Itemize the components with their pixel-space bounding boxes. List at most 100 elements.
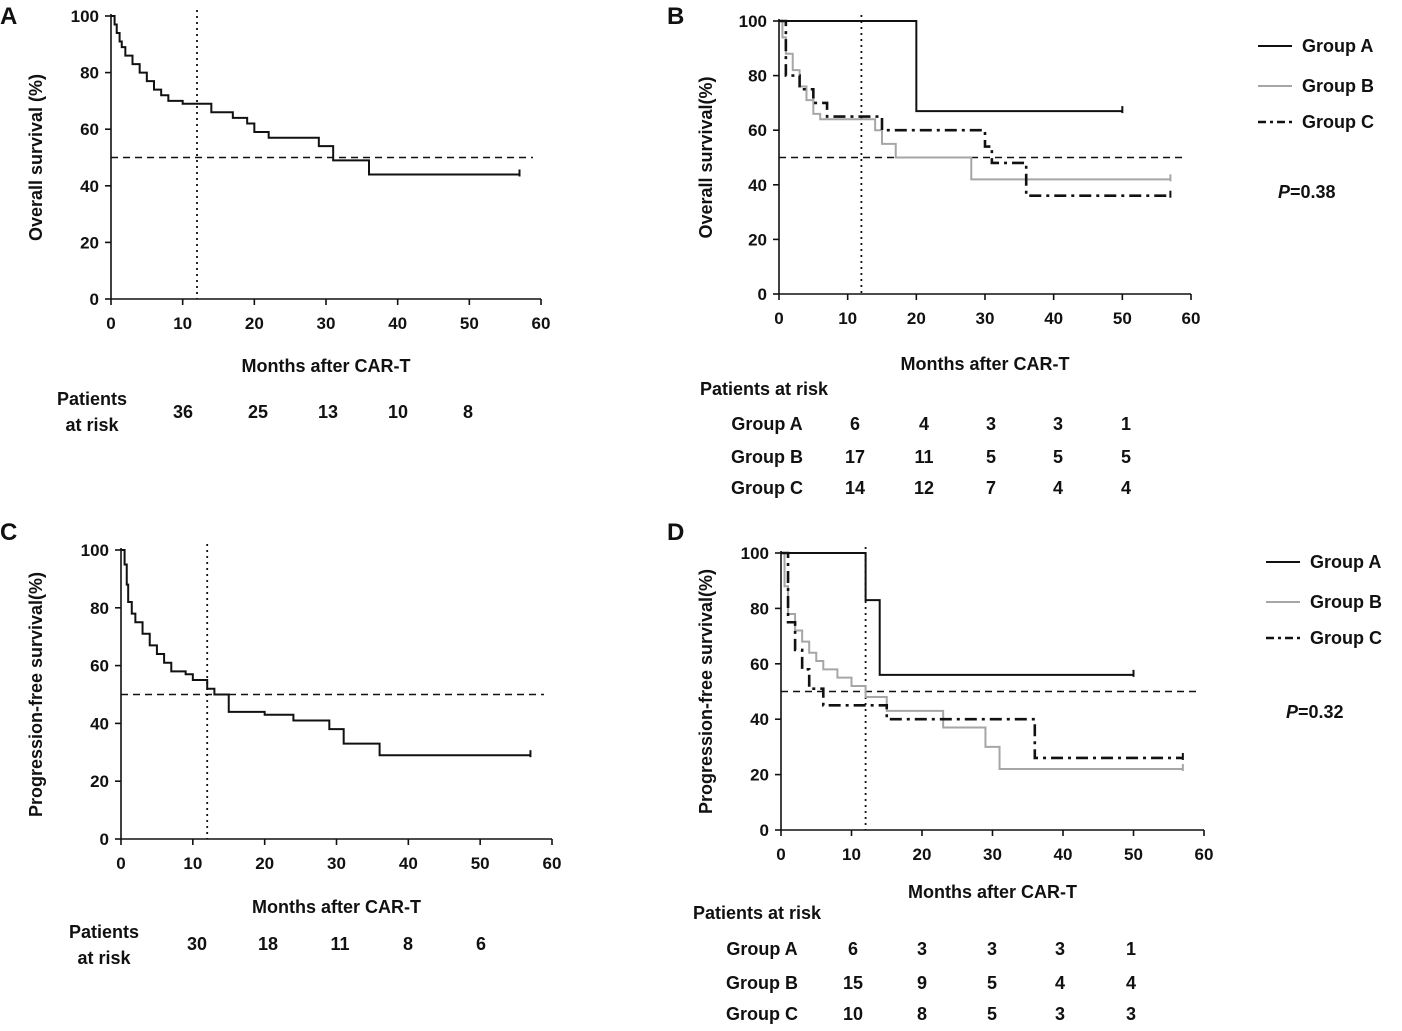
x-tick-label: 10 (842, 845, 861, 864)
risk-count: 3 (1053, 414, 1063, 434)
risk-count: 5 (1053, 447, 1063, 467)
survival-curve-group-a (779, 20, 1123, 113)
p-value: P=0.32 (1286, 702, 1344, 722)
panel-a: A 0 10 20 30 40 50 60 0 20 40 60 80 100 Months after C… (0, 3, 550, 435)
survival-curve (121, 549, 531, 757)
x-tick-label: 60 (1182, 309, 1201, 328)
x-tick-label: 30 (983, 845, 1002, 864)
legend-label: Group A (1302, 36, 1373, 56)
y-tick-label: 20 (748, 230, 767, 249)
legend-label: Group C (1310, 628, 1382, 648)
panel-letter: C (0, 519, 17, 546)
x-tick-label: 30 (976, 309, 995, 328)
risk-count: 11 (914, 447, 933, 467)
panel-d: D 0 10 20 30 40 50 60 0 20 40 60 80 100 Months after C… (667, 519, 1382, 1024)
p-value-symbol: P (1286, 702, 1299, 722)
x-axis-title: Months after CAR-T (901, 354, 1070, 374)
risk-count: 14 (845, 478, 865, 498)
x-tick-label: 0 (774, 309, 783, 328)
survival-curve-group-c (781, 551, 1183, 760)
risk-count: 30 (187, 934, 207, 954)
x-tick-label: 50 (1113, 309, 1132, 328)
risk-count: 4 (1055, 973, 1065, 993)
x-tick-label: 50 (460, 314, 479, 333)
risk-row-label: Group B (726, 973, 798, 993)
risk-count: 1 (1126, 939, 1136, 959)
y-tick-label: 100 (739, 12, 767, 31)
risk-count: 3 (1055, 1004, 1065, 1024)
y-tick-label: 80 (90, 599, 109, 618)
y-tick-label: 40 (90, 714, 109, 733)
risk-table-title: at risk (77, 948, 131, 968)
risk-count: 25 (248, 402, 268, 422)
risk-count: 5 (1121, 447, 1131, 467)
risk-count: 3 (1126, 1004, 1136, 1024)
x-tick-label: 30 (317, 314, 336, 333)
risk-count: 3 (1055, 939, 1065, 959)
panel-letter: B (667, 3, 684, 30)
x-tick-label: 50 (471, 854, 490, 873)
y-tick-label: 0 (100, 830, 109, 849)
risk-count: 3 (986, 414, 996, 434)
p-value: P=0.38 (1278, 182, 1336, 202)
survival-curve-group-b (779, 20, 1171, 181)
y-tick-label: 80 (750, 599, 769, 618)
x-tick-label: 10 (838, 309, 857, 328)
risk-table-title: Patients at risk (700, 379, 829, 399)
risk-count: 8 (403, 934, 413, 954)
risk-count: 9 (917, 973, 927, 993)
risk-row-label: Group C (726, 1004, 798, 1024)
x-tick-label: 10 (183, 854, 202, 873)
x-tick-label: 60 (1195, 845, 1214, 864)
panel-letter: D (667, 519, 684, 546)
risk-count: 4 (1126, 973, 1136, 993)
panel-c: C 0 10 20 30 40 50 60 0 20 40 60 80 100 Months after C… (0, 519, 561, 968)
risk-count: 17 (845, 447, 865, 467)
risk-count: 4 (1053, 478, 1063, 498)
x-axis-title: Months after CAR-T (242, 356, 411, 376)
y-tick-label: 60 (80, 120, 99, 139)
y-tick-label: 20 (90, 772, 109, 791)
y-tick-label: 80 (80, 64, 99, 83)
y-tick-label: 100 (71, 7, 99, 26)
x-axis-title: Months after CAR-T (908, 882, 1077, 902)
y-tick-label: 20 (750, 766, 769, 785)
p-value-number: =0.32 (1298, 702, 1344, 722)
risk-count: 18 (258, 934, 278, 954)
x-tick-label: 40 (1054, 845, 1073, 864)
risk-row-label: Group C (731, 478, 803, 498)
risk-count: 3 (917, 939, 927, 959)
risk-count: 8 (463, 402, 473, 422)
risk-count: 10 (388, 402, 408, 422)
panel-b: B 0 10 20 30 40 50 60 0 20 40 60 80 100 Months after C… (667, 3, 1374, 498)
x-tick-label: 10 (173, 314, 192, 333)
legend-label: Group C (1302, 112, 1374, 132)
survival-curve (111, 15, 520, 176)
risk-count: 8 (917, 1004, 927, 1024)
y-tick-label: 100 (741, 544, 769, 563)
x-tick-label: 40 (1044, 309, 1063, 328)
y-tick-label: 60 (750, 655, 769, 674)
x-tick-label: 20 (255, 854, 274, 873)
x-tick-label: 40 (388, 314, 407, 333)
risk-row-label: Group B (731, 447, 803, 467)
survival-curve-group-a (781, 552, 1134, 676)
x-tick-label: 0 (106, 314, 115, 333)
risk-count: 12 (914, 478, 934, 498)
y-tick-label: 0 (760, 821, 769, 840)
y-tick-label: 40 (748, 176, 767, 195)
y-axis-title: Overall survival(%) (696, 76, 716, 238)
risk-count: 6 (848, 939, 858, 959)
risk-table-title: Patients (57, 389, 127, 409)
survival-curve-group-b (781, 552, 1183, 771)
risk-count: 13 (318, 402, 338, 422)
legend-label: Group A (1310, 552, 1381, 572)
y-tick-label: 20 (80, 233, 99, 252)
y-tick-label: 0 (90, 290, 99, 309)
risk-row-label: Group A (731, 414, 802, 434)
x-tick-label: 40 (399, 854, 418, 873)
y-tick-label: 80 (748, 67, 767, 86)
y-tick-label: 40 (80, 177, 99, 196)
survival-curve-group-c (779, 19, 1171, 198)
